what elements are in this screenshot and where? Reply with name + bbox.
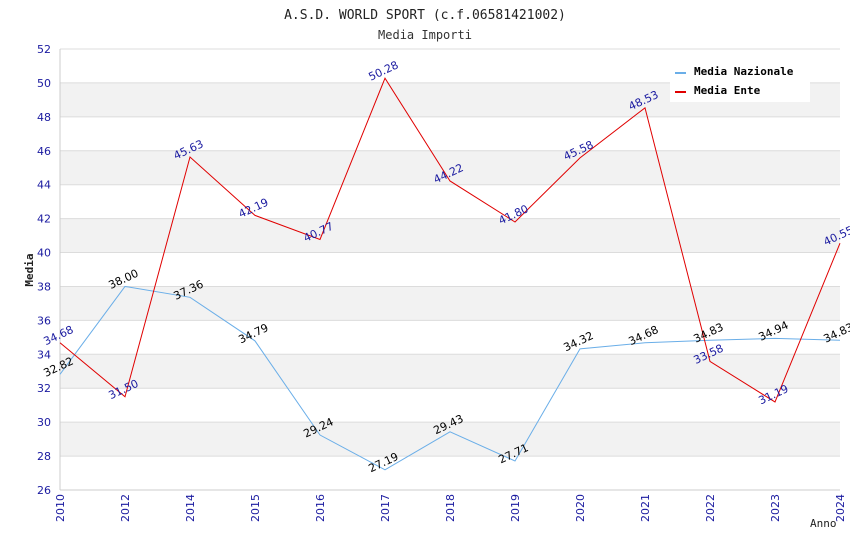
x-tick-label: 2021	[639, 494, 652, 522]
x-tick-label: 2020	[574, 494, 587, 522]
data-label: 34.94	[756, 319, 790, 344]
y-tick-label: 40	[37, 247, 51, 260]
data-label: 34.68	[626, 323, 660, 348]
y-tick-label: 50	[37, 77, 51, 90]
grid-band	[60, 422, 840, 457]
y-axis-ticks: 26 28 30 32 34 36 38 40 42 44 46 48 50 52	[37, 43, 51, 497]
chart-subtitle: Media Importi	[378, 28, 472, 42]
x-tick-label: 2017	[379, 494, 392, 522]
y-tick-label: 36	[37, 314, 51, 327]
grid-band	[60, 218, 840, 253]
x-tick-label: 2018	[444, 494, 457, 522]
y-tick-label: 48	[37, 111, 51, 124]
y-tick-label: 46	[37, 145, 51, 158]
series-line-media-ente	[59, 77, 841, 403]
x-tick-label: 2014	[184, 494, 197, 522]
y-axis-label: Media	[23, 253, 36, 286]
y-tick-label: 26	[37, 484, 51, 497]
x-axis-ticks: 2010 2012 2014 2015 2016 2017 2018 2019 2020 2021…	[54, 494, 847, 522]
x-tick-label: 2012	[119, 494, 132, 522]
grid-bands	[60, 82, 840, 457]
legend-label-media-ente: Media Ente	[694, 84, 761, 97]
y-tick-label: 28	[37, 450, 51, 463]
y-tick-label: 34	[37, 348, 51, 361]
x-tick-label: 2015	[249, 494, 262, 522]
data-label: 50.28	[366, 58, 400, 83]
legend: Media Nazionale Media Ente	[670, 60, 810, 102]
x-tick-label: 2024	[834, 494, 847, 522]
data-label: 34.79	[236, 321, 270, 346]
y-tick-label: 42	[37, 213, 51, 226]
x-tick-label: 2010	[54, 494, 67, 522]
series-line-media-nazionale	[59, 285, 841, 471]
y-tick-label: 52	[37, 43, 51, 56]
legend-label-media-nazionale: Media Nazionale	[694, 65, 794, 78]
y-tick-label: 44	[37, 179, 51, 192]
legend-box	[670, 60, 810, 102]
data-label: 34.83	[821, 321, 850, 346]
x-tick-label: 2022	[704, 494, 717, 522]
x-tick-label: 2023	[769, 494, 782, 522]
y-tick-label: 30	[37, 416, 51, 429]
grid-band	[60, 354, 840, 389]
chart-title: A.S.D. WORLD SPORT (c.f.06581421002)	[284, 8, 566, 23]
x-tick-label: 2019	[509, 494, 522, 522]
y-tick-label: 38	[37, 280, 51, 293]
grid-band	[60, 286, 840, 321]
data-label: 42.19	[236, 196, 270, 221]
axes	[59, 49, 840, 491]
series-lines	[59, 77, 841, 471]
data-label: 34.83	[691, 321, 725, 346]
x-axis-label: Anno	[810, 517, 837, 530]
y-tick-label: 32	[37, 382, 51, 395]
x-tick-label: 2016	[314, 494, 327, 522]
